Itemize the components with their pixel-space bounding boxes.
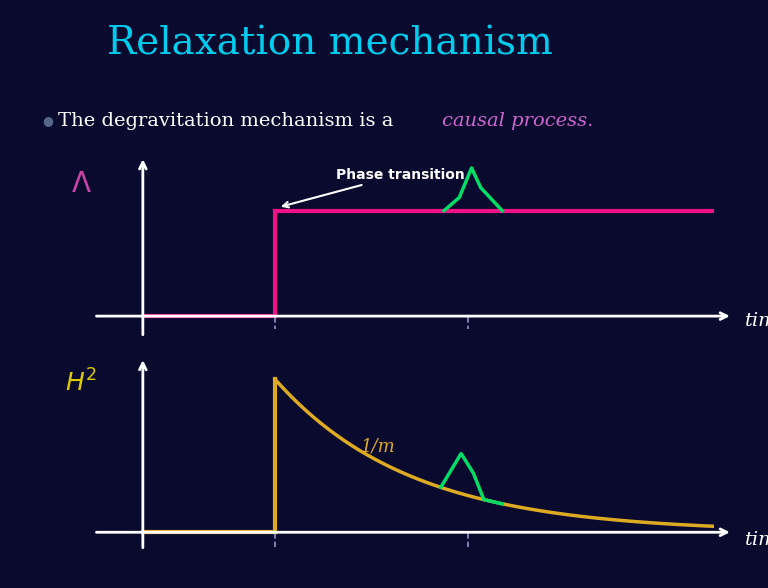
Text: time: time bbox=[745, 530, 768, 549]
Text: ●: ● bbox=[42, 114, 53, 127]
Text: Relaxation mechanism: Relaxation mechanism bbox=[108, 26, 553, 62]
Text: The degravitation mechanism is a: The degravitation mechanism is a bbox=[58, 112, 399, 129]
Text: 1/m: 1/m bbox=[361, 437, 396, 456]
Text: time: time bbox=[745, 312, 768, 330]
Text: Phase transition: Phase transition bbox=[283, 168, 465, 208]
Text: $\Lambda$: $\Lambda$ bbox=[71, 171, 92, 198]
Text: $H^2$: $H^2$ bbox=[65, 369, 98, 396]
Text: causal process.: causal process. bbox=[442, 112, 593, 129]
